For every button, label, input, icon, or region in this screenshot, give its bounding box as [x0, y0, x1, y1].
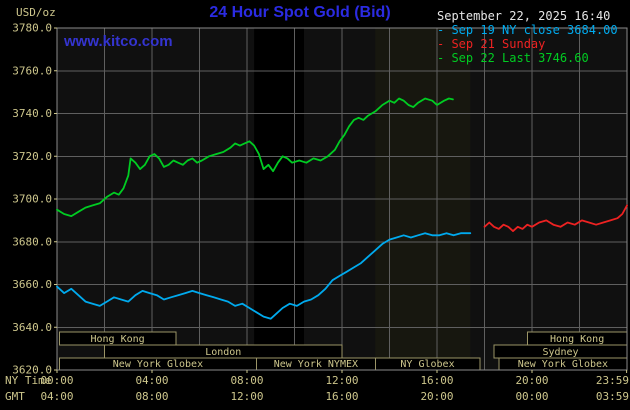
legend: - Sep 19 NY close 3684.00- Sep 21 Sunday… [437, 23, 618, 65]
datetime-label: September 22, 2025 16:40 [437, 9, 611, 23]
legend-item: - Sep 19 NY close 3684.00 [437, 23, 618, 37]
x-tick-label-ny: 00:00 [40, 374, 73, 387]
series-line-sep-22-last [56, 97, 454, 218]
x-tick-label-gmt: 20:00 [420, 390, 453, 403]
x-tick-label-gmt: 16:00 [325, 390, 358, 403]
x-tick-label-gmt: 12:00 [230, 390, 263, 403]
page-title: 24 Hour Spot Gold (Bid) [209, 4, 391, 21]
y-tick-label: 3620.0 [12, 364, 52, 377]
y-tick-label: 3780.0 [12, 22, 52, 35]
session-label: Sydney [542, 347, 578, 358]
ny-time-axis-label: NY Time [5, 374, 52, 387]
y-tick-label: 3760.0 [12, 64, 52, 77]
x-tick-label-ny: 20:00 [515, 374, 548, 387]
y-tick-label: 3680.0 [12, 235, 52, 248]
kitco-watermark-link[interactable]: www.kitco.com [64, 33, 173, 50]
y-tick-label: 3700.0 [12, 193, 52, 206]
x-tick-label-gmt: 00:00 [515, 390, 548, 403]
x-tick-label-gmt: 08:00 [135, 390, 168, 403]
gmt-axis-label: GMT [5, 390, 25, 403]
x-tick-label-ny: 12:00 [325, 374, 358, 387]
legend-item: - Sep 22 Last 3746.60 [437, 51, 589, 65]
session-label: Hong Kong [90, 334, 144, 345]
series-line-sep-21-sunday [483, 204, 628, 233]
legend-item: - Sep 21 Sunday [437, 37, 546, 51]
session-label: New York Globex [113, 359, 203, 370]
x-tick-label-gmt: 03:59 [596, 390, 629, 403]
y-tick-label: 3660.0 [12, 278, 52, 291]
x-tick-label-ny: 16:00 [420, 374, 453, 387]
y-tick-label: 3720.0 [12, 150, 52, 163]
session-label: Hong Kong [550, 334, 604, 345]
x-tick-label-ny: 23:59 [596, 374, 629, 387]
session-label: New York Globex [518, 359, 608, 370]
series-line-sep-19-ny-close [56, 232, 472, 320]
x-tick-label-gmt: 04:00 [40, 390, 73, 403]
y-tick-label: 3740.0 [12, 107, 52, 120]
x-tick-label-ny: 08:00 [230, 374, 263, 387]
session-label: London [205, 347, 241, 358]
session-label: New York NYMEX [274, 359, 358, 370]
session-label: NY Globex [400, 359, 454, 370]
units-label: USD/oz [16, 6, 56, 19]
x-tick-label-ny: 04:00 [135, 374, 168, 387]
y-tick-label: 3640.0 [12, 321, 52, 334]
